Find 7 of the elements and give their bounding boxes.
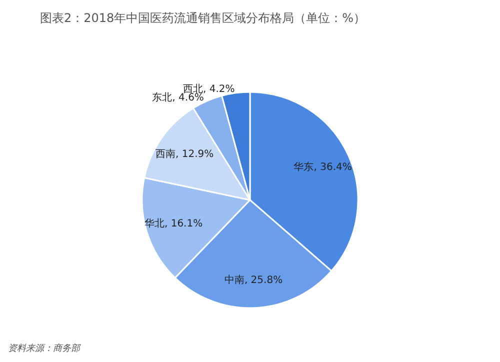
text: 资料来源：商务部 xyxy=(8,343,81,354)
slice-label: 华东, 36.4% xyxy=(294,160,352,173)
slice-label: 华北, 16.1% xyxy=(144,218,203,230)
slice-label: 西南, 12.9% xyxy=(155,148,214,160)
slice-label: 中南, 25.8% xyxy=(224,274,283,286)
slice-label: 东北, 4.6% xyxy=(152,92,204,104)
chart-title: 图表2：2018年中国医药流通销售区域分布格局（单位：%） xyxy=(40,11,366,25)
